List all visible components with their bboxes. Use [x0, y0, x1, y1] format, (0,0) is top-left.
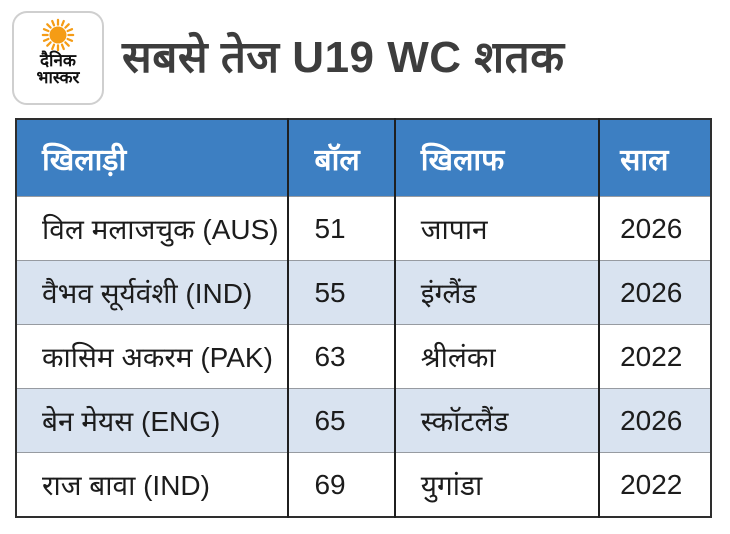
cell-year: 2022 — [598, 452, 711, 517]
sun-icon — [41, 18, 75, 52]
cell-against: स्कॉटलैंड — [393, 388, 600, 453]
cell-player: वैभव सूर्यवंशी (IND) — [16, 260, 289, 325]
cell-against: इंग्लैंड — [393, 260, 600, 325]
logo-text-line1: दैनिक — [40, 51, 76, 70]
table-row: वैभव सूर्यवंशी (IND) 55 इंग्लैंड 2026 — [16, 260, 711, 325]
cell-player: राज बावा (IND) — [16, 452, 289, 517]
logo-text-line2: भास्कर — [36, 68, 80, 87]
col-header-player: खिलाड़ी — [16, 119, 289, 197]
cell-against: श्रीलंका — [393, 324, 600, 389]
table-row: विल मलाजचुक (AUS) 51 जापान 2026 — [16, 196, 711, 261]
cell-balls: 65 — [287, 388, 395, 453]
cell-player: कासिम अकरम (PAK) — [16, 324, 289, 389]
cell-year: 2026 — [598, 388, 711, 453]
table-row: बेन मेयस (ENG) 65 स्कॉटलैंड 2026 — [16, 388, 711, 453]
table-row: राज बावा (IND) 69 युगांडा 2022 — [16, 452, 711, 517]
cell-against: जापान — [393, 196, 600, 261]
cell-against: युगांडा — [393, 452, 600, 517]
cell-year: 2026 — [598, 260, 711, 325]
col-header-balls: बॉल — [287, 119, 395, 197]
stats-table: खिलाड़ी बॉल खिलाफ साल विल मलाजचुक (AUS) … — [15, 118, 712, 518]
cell-year: 2022 — [598, 324, 711, 389]
cell-player: बेन मेयस (ENG) — [16, 388, 289, 453]
col-header-year: साल — [598, 119, 711, 197]
col-header-against: खिलाफ — [393, 119, 600, 197]
cell-player: विल मलाजचुक (AUS) — [16, 196, 289, 261]
cell-balls: 63 — [287, 324, 395, 389]
masthead: दैनिक भास्कर सबसे तेज U19 WC शतक — [12, 10, 565, 106]
table-row: कासिम अकरम (PAK) 63 श्रीलंका 2022 — [16, 324, 711, 389]
dainik-bhaskar-logo: दैनिक भास्कर — [12, 11, 104, 105]
cell-year: 2026 — [598, 196, 711, 261]
cell-balls: 55 — [287, 260, 395, 325]
table-header-row: खिलाड़ी बॉल खिलाफ साल — [16, 119, 711, 197]
page-title: सबसे तेज U19 WC शतक — [122, 33, 565, 82]
cell-balls: 51 — [287, 196, 395, 261]
cell-balls: 69 — [287, 452, 395, 517]
